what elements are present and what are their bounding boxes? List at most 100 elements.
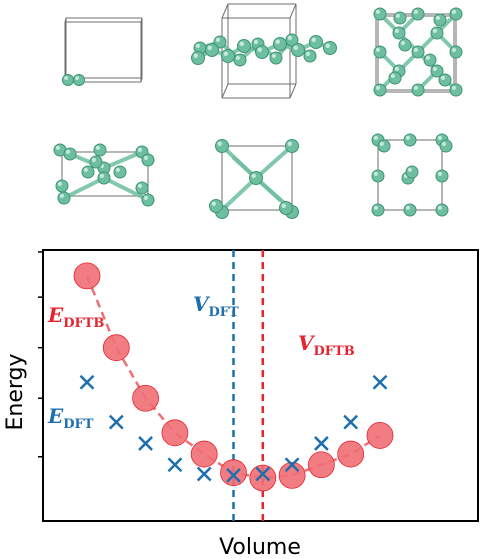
atom-highlight — [437, 135, 442, 140]
atom-highlight — [394, 66, 399, 71]
atom — [285, 33, 299, 47]
cell-edge — [289, 83, 297, 99]
atom — [433, 13, 447, 27]
atom — [81, 165, 95, 179]
atom-body — [57, 191, 71, 205]
atom — [403, 133, 417, 147]
atom — [449, 7, 463, 21]
atom-highlight — [59, 193, 64, 198]
cell-edge — [221, 83, 229, 99]
atom — [309, 35, 323, 49]
atom-body — [398, 38, 412, 52]
e-dftb-label-sub: DFTB — [63, 316, 104, 331]
atom — [269, 51, 283, 65]
dftb-point — [73, 262, 101, 290]
atom-highlight — [287, 35, 292, 41]
atom-highlight — [287, 141, 292, 147]
atom — [63, 147, 77, 161]
cell-edge — [140, 17, 143, 23]
atom-body — [435, 169, 449, 183]
atom-body — [62, 74, 74, 86]
atom-body — [373, 45, 387, 59]
atom-highlight — [257, 47, 262, 52]
atom — [323, 41, 337, 55]
atom-highlight — [437, 205, 442, 210]
axis-ticks — [38, 251, 43, 458]
dft-point — [108, 414, 124, 430]
atom-body — [423, 53, 437, 67]
atom — [93, 143, 107, 157]
atom-body — [430, 26, 444, 40]
atom-highlight — [441, 141, 446, 146]
dft-point — [226, 467, 241, 483]
v-dftb-label-sub: DFTB — [314, 344, 355, 359]
atom-body — [141, 153, 155, 167]
v-dft-label: VDFT — [193, 292, 239, 320]
dft-point — [255, 466, 271, 482]
atom-body — [405, 165, 419, 179]
atom — [55, 179, 69, 193]
atom — [303, 49, 317, 63]
atom-highlight — [217, 141, 223, 147]
atom-body — [411, 7, 425, 21]
atom-highlight — [413, 47, 418, 53]
atom-highlight — [437, 171, 442, 176]
atom — [439, 139, 453, 153]
atom-highlight — [211, 201, 217, 207]
atom-body — [433, 13, 447, 27]
atom — [392, 26, 406, 40]
atom-body — [303, 49, 317, 63]
atom-highlight — [432, 66, 437, 71]
e-dftb-label-main: E — [47, 303, 64, 327]
v-dft-label-main: V — [193, 292, 211, 316]
dft-series — [79, 374, 388, 483]
atom — [273, 37, 287, 51]
atom — [135, 181, 149, 195]
atom-highlight — [373, 205, 378, 210]
e-dft-label-sub: DFT — [63, 417, 94, 432]
energy-volume-chart: Volume Energy EDFTB EDFT VDFT VDFTB — [3, 249, 479, 559]
dftb-point — [337, 440, 365, 468]
atom-highlight — [375, 85, 380, 90]
atom-body — [392, 26, 406, 40]
dft-point — [138, 436, 153, 451]
atom-highlight — [75, 76, 79, 80]
dft-point — [284, 457, 300, 473]
atom-highlight — [293, 45, 298, 50]
atom-highlight — [143, 155, 148, 160]
atom-body — [291, 43, 305, 57]
atom — [97, 171, 111, 185]
atom-highlight — [413, 9, 418, 14]
atom-highlight — [432, 28, 437, 33]
dft-point-stroke-b — [167, 457, 183, 473]
e-dft-label-main: E — [47, 404, 64, 428]
atom-highlight — [390, 73, 395, 78]
atom-body — [191, 51, 205, 65]
atom-body — [388, 71, 402, 85]
dftb-point — [366, 422, 394, 449]
reference-volume-lines — [232, 250, 265, 521]
atom — [435, 169, 449, 183]
dftb-point — [249, 464, 277, 492]
atom — [291, 43, 305, 57]
atom-highlight — [394, 28, 399, 33]
atom-highlight — [375, 9, 380, 14]
atom-highlight — [83, 167, 88, 172]
atom-body — [411, 83, 425, 97]
atom-highlight — [373, 135, 378, 140]
atom-body — [141, 193, 155, 207]
atom-body — [309, 35, 323, 49]
atom-body — [93, 143, 107, 157]
dft-point-stroke-b — [372, 374, 388, 390]
atom-highlight — [451, 9, 456, 14]
atom — [62, 74, 74, 86]
dftb-series — [73, 262, 394, 492]
atom-body — [439, 139, 453, 153]
atom — [430, 64, 444, 78]
dft-point-stroke-b — [255, 466, 271, 482]
atom — [373, 45, 387, 59]
structure-diamond — [373, 7, 463, 97]
v-dft-label-sub: DFT — [209, 305, 240, 320]
atom — [371, 169, 385, 183]
